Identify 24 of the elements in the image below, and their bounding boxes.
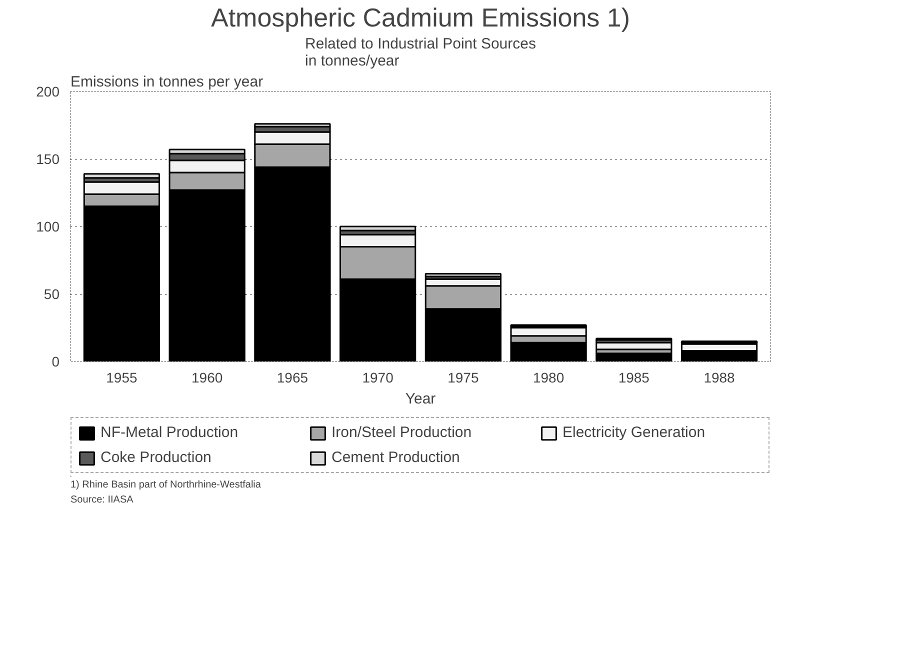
- chart-title: Atmospheric Cadmium Emissions 1): [210, 2, 630, 32]
- y-tick-label: 0: [52, 354, 60, 370]
- y-tick-label: 200: [36, 84, 60, 100]
- legend-label: Iron/Steel Production: [332, 424, 473, 441]
- x-tick-label: 1985: [618, 370, 650, 386]
- x-axis-title: Year: [405, 390, 436, 408]
- x-tick-label: 1988: [704, 370, 736, 386]
- legend-label: Coke Production: [100, 449, 212, 466]
- text: 1) Rhine Basin part of Northrhine-Westfalia: [70, 480, 262, 490]
- y-tick-label: 100: [36, 218, 60, 234]
- y-tick-label: 150: [36, 151, 60, 167]
- x-tick-label: 1970: [362, 370, 394, 386]
- x-tick-label: 1980: [532, 370, 564, 386]
- x-tick-label: 1960: [192, 370, 223, 386]
- x-tick-label: 1975: [448, 370, 479, 386]
- source-note: Source: IIASA: [70, 494, 134, 506]
- x-tick-label: 1965: [276, 370, 308, 386]
- legend-label: NF-Metal Production: [100, 424, 240, 441]
- legend-label: Cement Production: [332, 449, 461, 466]
- legend-label: Electricity Generation: [562, 424, 706, 441]
- y-axis-title: Emissions in tonnes per year: [70, 74, 264, 90]
- x-tick-label: 1955: [106, 370, 138, 386]
- chart-subtitle: Related to Industrial Point Sources in tonnes/year: [305, 36, 536, 70]
- y-tick-label: 50: [44, 286, 60, 302]
